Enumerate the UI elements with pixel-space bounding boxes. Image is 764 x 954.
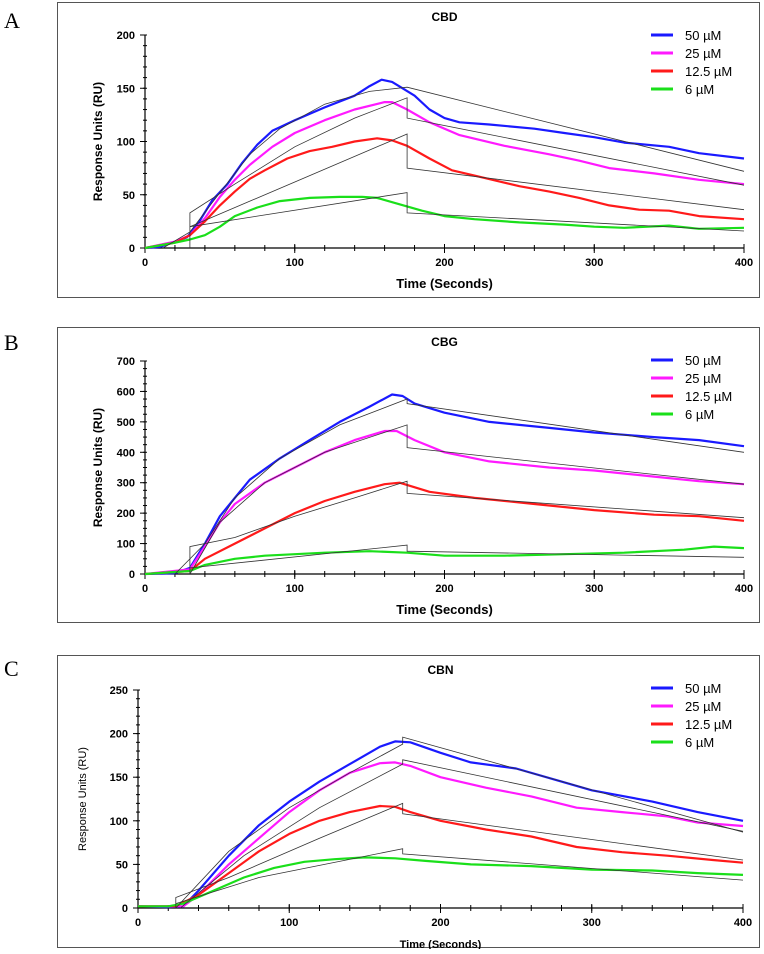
legend-label: 25 µM	[685, 46, 721, 61]
chart-panel-cbd: 0 100 200 300 400 0 50 100 150 200 CBD Time (Second…	[57, 2, 760, 298]
fit-line	[174, 398, 745, 575]
series-line-12.5uM	[144, 481, 745, 576]
legend-label: 12.5 µM	[685, 64, 732, 79]
x-tick-label: 300	[585, 257, 603, 269]
x-tick-label: 300	[583, 917, 601, 929]
x-axis-label: Time (Seconds)	[400, 939, 482, 949]
series-line-6uM	[144, 545, 745, 576]
chart-title: CBN	[428, 663, 454, 677]
y-tick-label: 100	[117, 539, 135, 551]
x-tick-label: 100	[280, 917, 298, 929]
series-line-6uM	[144, 195, 745, 250]
y-axis-label: Response Units (RU)	[91, 408, 105, 527]
x-tick-label: 200	[435, 583, 453, 595]
legend-label: 6 µM	[685, 407, 714, 422]
panel-label-b: B	[4, 330, 19, 355]
y-tick-label: 100	[117, 137, 135, 149]
y-tick-label: 200	[117, 30, 135, 42]
y-tick-label: 200	[117, 508, 135, 520]
fit-line	[189, 97, 745, 248]
chart-panel-cbg: 0 100 200 300 400 0 100 200 300 400 500 600 700 CBG Ti…	[57, 327, 760, 623]
x-tick-label: 100	[286, 583, 304, 595]
y-tick-label: 0	[129, 569, 135, 581]
series-line-50uM	[144, 78, 745, 250]
x-axis-label: Time (Seconds)	[396, 602, 493, 617]
fit-line	[189, 424, 745, 575]
fit-line	[175, 848, 744, 904]
fit-line	[175, 802, 744, 908]
series-line-50uM	[137, 740, 744, 909]
x-tick-label: 400	[735, 257, 753, 269]
legend-label: 25 µM	[685, 699, 721, 714]
y-tick-label: 500	[117, 417, 135, 429]
series-line-12.5uM	[144, 137, 745, 250]
y-tick-label: 200	[110, 729, 128, 741]
series-line-25uM	[138, 761, 744, 908]
fit-line	[180, 759, 744, 909]
y-tick-label: 700	[117, 356, 135, 368]
x-tick-label: 200	[435, 257, 453, 269]
legend-label: 12.5 µM	[685, 717, 732, 732]
chart-title: CBG	[431, 335, 458, 349]
legend-label: 6 µM	[685, 82, 714, 97]
y-axis-label: Response Units (RU)	[77, 747, 89, 851]
y-tick-label: 600	[117, 386, 135, 398]
x-tick-label: 300	[585, 583, 603, 595]
chart-title: CBD	[432, 10, 458, 24]
x-axis-label: Time (Seconds)	[396, 276, 493, 291]
y-tick-label: 0	[129, 243, 135, 255]
legend-label: 25 µM	[685, 371, 721, 386]
y-tick-label: 0	[122, 903, 128, 915]
y-tick-label: 100	[110, 816, 128, 828]
y-tick-label: 300	[117, 478, 135, 490]
chart-cbd: 0 100 200 300 400 0 50 100 150 200 CBD Time (Second…	[91, 10, 753, 291]
fit-line	[162, 86, 745, 249]
x-tick-label: 200	[431, 917, 449, 929]
fit-line	[189, 480, 745, 574]
legend-label: 50 µM	[685, 353, 721, 368]
fit-line	[189, 133, 745, 228]
panel-label-a: A	[4, 8, 20, 33]
y-tick-label: 250	[110, 685, 128, 697]
x-tick-label: 100	[286, 257, 304, 269]
chart-panel-cbn: 0 100 200 300 400 0 50 100 150 200 250 CBN Time (Sec…	[57, 655, 760, 949]
y-tick-label: 400	[117, 447, 135, 459]
y-tick-label: 50	[123, 190, 135, 202]
y-tick-label: 150	[117, 83, 135, 95]
x-tick-label: 0	[135, 917, 141, 929]
x-tick-label: 0	[142, 257, 148, 269]
y-axis-label: Response Units (RU)	[91, 82, 105, 201]
panel-label-c: C	[4, 656, 19, 681]
chart-cbg: 0 100 200 300 400 0 100 200 300 400 500 600 700 CBG Ti…	[91, 335, 753, 617]
legend-label: 12.5 µM	[685, 389, 732, 404]
series-line-25uM	[144, 101, 745, 250]
y-tick-label: 150	[110, 772, 128, 784]
legend-label: 50 µM	[685, 28, 721, 43]
legend-label: 6 µM	[685, 735, 714, 750]
x-tick-label: 0	[142, 583, 148, 595]
series-line-25uM	[144, 429, 745, 576]
x-tick-label: 400	[735, 583, 753, 595]
series-line-50uM	[144, 393, 745, 576]
fit-line	[189, 544, 745, 569]
fit-line	[189, 192, 745, 232]
chart-cbn: 0 100 200 300 400 0 50 100 150 200 250 CBN Time (Sec…	[77, 663, 752, 949]
x-tick-label: 400	[734, 917, 752, 929]
y-tick-label: 50	[116, 859, 128, 871]
legend-label: 50 µM	[685, 681, 721, 696]
fit-line	[175, 736, 744, 909]
